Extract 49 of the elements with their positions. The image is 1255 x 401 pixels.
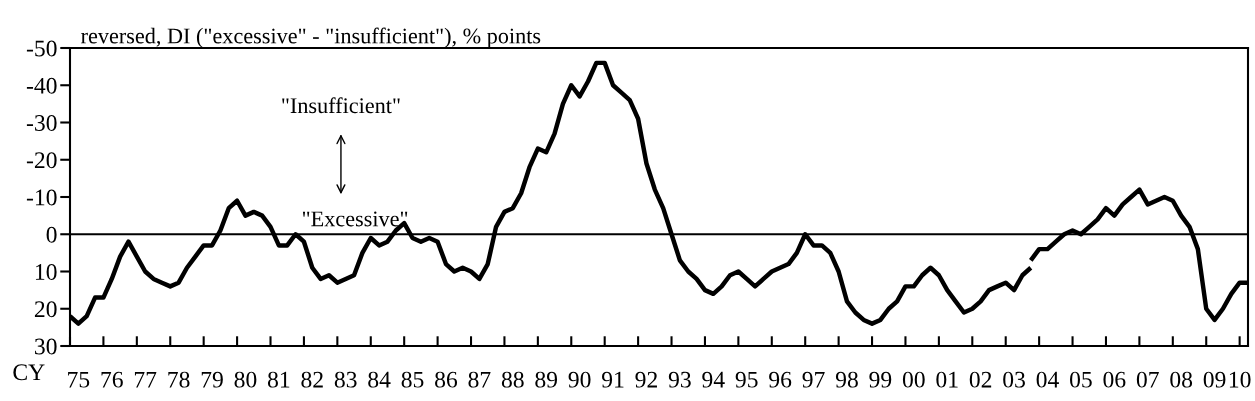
x-axis-title: CY xyxy=(13,364,45,381)
y-tick-label: -20 xyxy=(26,152,57,169)
x-tick-label: 89 xyxy=(535,371,558,388)
x-tick-label: 75 xyxy=(68,371,90,388)
annotation: "Excessive" xyxy=(302,211,408,227)
x-tick-label: 98 xyxy=(835,371,858,388)
y-tick-label: 0 xyxy=(46,226,57,243)
x-tick-label: 96 xyxy=(769,371,792,388)
x-tick-label: 03 xyxy=(1003,371,1025,388)
y-tick-label: 30 xyxy=(35,338,57,355)
x-tick-label: 81 xyxy=(267,371,290,388)
x-tick-label: 78 xyxy=(168,371,190,388)
x-tick-label: 92 xyxy=(635,371,657,388)
x-tick-label: 84 xyxy=(368,371,391,388)
x-tick-label: 91 xyxy=(602,371,624,388)
x-tick-label: 00 xyxy=(902,371,925,388)
y-tick-label: -50 xyxy=(26,40,57,57)
x-tick-label: 01 xyxy=(936,371,958,388)
x-tick-label: 80 xyxy=(234,371,257,388)
x-tick-label: 94 xyxy=(702,371,725,388)
x-tick-label: 08 xyxy=(1170,371,1193,388)
x-tick-label: 95 xyxy=(735,371,758,388)
annotation: "Insufficient" xyxy=(282,97,400,114)
x-tick-label: 87 xyxy=(468,371,491,388)
x-tick-label: 04 xyxy=(1036,371,1059,388)
x-tick-label: 10 xyxy=(1229,371,1251,388)
x-tick-label: 85 xyxy=(401,371,424,388)
x-tick-label: 05 xyxy=(1070,371,1092,388)
x-tick-label: 97 xyxy=(802,371,825,388)
x-tick-label: 99 xyxy=(869,371,892,388)
x-tick-label: 06 xyxy=(1103,371,1126,388)
y-tick-label: -30 xyxy=(26,114,57,131)
x-tick-label: 88 xyxy=(501,371,524,388)
y-axis-title: reversed, DI ("excessive" - "insufficient"), % points xyxy=(81,27,541,48)
x-tick-label: 02 xyxy=(969,371,992,388)
x-tick-label: 83 xyxy=(334,371,357,388)
y-tick-label: 10 xyxy=(35,263,57,280)
x-tick-label: 90 xyxy=(568,371,591,388)
x-tick-label: 09 xyxy=(1203,371,1226,388)
x-tick-label: 77 xyxy=(134,371,157,388)
x-tick-label: 76 xyxy=(101,371,123,388)
x-tick-label: 07 xyxy=(1136,371,1159,388)
y-tick-label: 20 xyxy=(34,301,57,318)
y-tick-label: -40 xyxy=(26,77,57,94)
x-tick-label: 79 xyxy=(201,371,223,388)
x-tick-label: 93 xyxy=(668,371,691,388)
y-tick-label: -10 xyxy=(26,189,57,206)
x-tick-label: 86 xyxy=(435,371,458,388)
x-tick-label: 82 xyxy=(301,371,323,388)
